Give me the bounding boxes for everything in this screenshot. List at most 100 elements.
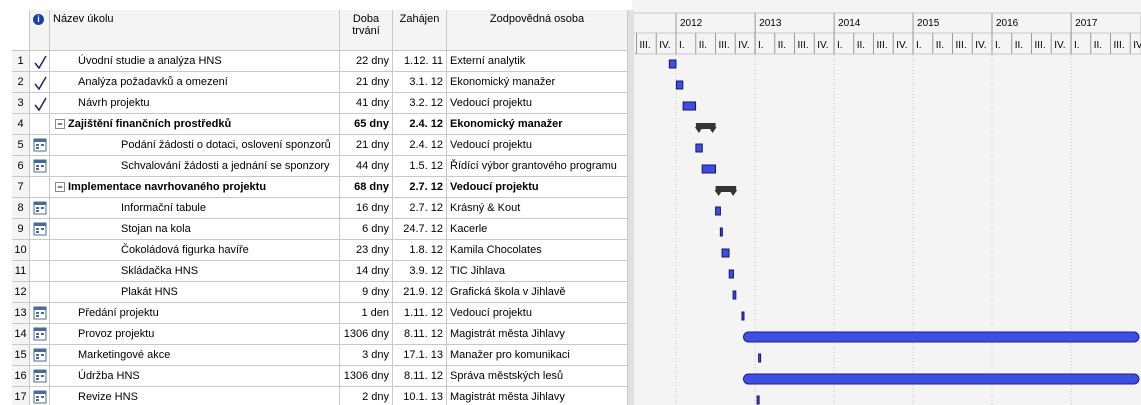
- column-header[interactable]: Název úkolu: [50, 10, 340, 51]
- resource: Grafická škola v Jihlavě: [447, 282, 628, 303]
- duration: 2 dny: [340, 387, 393, 405]
- row-id: 15: [12, 345, 30, 366]
- task-name[interactable]: Skládačka HNS: [50, 261, 340, 282]
- resource: Kacerle: [447, 219, 628, 240]
- task-name[interactable]: Čokoládová figurka havíře: [50, 240, 340, 261]
- task-name[interactable]: Analýza požadavků a omezení: [50, 72, 340, 93]
- duration: 41 dny: [340, 93, 393, 114]
- task-name[interactable]: Úvodní studie a analýza HNS: [50, 51, 340, 72]
- indicator: [30, 135, 50, 156]
- duration: 1306 dny: [340, 324, 393, 345]
- row-id: 7: [12, 177, 30, 198]
- task-name[interactable]: Návrh projektu: [50, 93, 340, 114]
- duration: 6 dny: [340, 219, 393, 240]
- quarter-label: III.: [1114, 40, 1125, 51]
- quarter-label: I.: [758, 40, 764, 51]
- duration: 21 dny: [340, 135, 393, 156]
- task-name[interactable]: Stojan na kola: [50, 219, 340, 240]
- task-name[interactable]: Údržba HNS: [50, 366, 340, 387]
- task-name[interactable]: Předání projektu: [50, 303, 340, 324]
- quarter-label: IV.: [1133, 40, 1141, 51]
- task-name[interactable]: Schvalování žádosti a jednání se sponzor…: [50, 156, 340, 177]
- quarter-label: II.: [778, 40, 786, 51]
- row-id: 1: [12, 51, 30, 72]
- start-date: 1.8. 12: [393, 240, 447, 261]
- gantt-chart: 2012 2013 2014 2015 2016 2017 III. IV. I. II. III.…: [632, 0, 1141, 405]
- start-date: 1.12. 11: [393, 51, 447, 72]
- task-name[interactable]: Revize HNS: [50, 387, 340, 405]
- header-cell: i: [30, 10, 50, 51]
- task-bar: [721, 248, 730, 258]
- task-bar: [719, 227, 723, 237]
- task-bar: [742, 331, 1140, 343]
- summary-end: [714, 190, 738, 196]
- start-date: 8.11. 12: [393, 366, 447, 387]
- column-header[interactable]: Zodpovědná osoba: [447, 10, 628, 51]
- quarter-label: III.: [877, 40, 888, 51]
- column-header[interactable]: Zahájen: [393, 10, 447, 51]
- row-id: 11: [12, 261, 30, 282]
- task-name[interactable]: Zajištění finančních prostředků −: [50, 114, 340, 135]
- duration: 1 den: [340, 303, 393, 324]
- quarter-label: I.: [916, 40, 922, 51]
- start-date: 8.11. 12: [393, 324, 447, 345]
- start-date: 3.9. 12: [393, 261, 447, 282]
- year-label: 2015: [917, 18, 940, 29]
- duration: 23 dny: [340, 240, 393, 261]
- start-date: 3.1. 12: [393, 72, 447, 93]
- task-bar: [741, 311, 745, 321]
- indicator: [30, 93, 50, 114]
- year-label: 2012: [680, 18, 703, 29]
- quarter-label: II.: [857, 40, 865, 51]
- summary-bar: [715, 186, 737, 192]
- year-label: 2016: [996, 18, 1019, 29]
- task-name[interactable]: Provoz projektu: [50, 324, 340, 345]
- task-bar: [742, 373, 1140, 385]
- quarter-label: III.: [1035, 40, 1046, 51]
- task-bar: [758, 353, 762, 363]
- quarter-label: I.: [1074, 40, 1080, 51]
- resource: Vedoucí projektu: [447, 135, 628, 156]
- duration: 1306 dny: [340, 366, 393, 387]
- task-bar: [682, 101, 697, 111]
- start-date: 2.7. 12: [393, 198, 447, 219]
- task-name[interactable]: Implementace navrhovaného projektu −: [50, 177, 340, 198]
- indicator: [30, 387, 50, 405]
- quarter-label: I.: [679, 40, 685, 51]
- column-header[interactable]: Doba trvání: [340, 10, 393, 51]
- task-bar: [668, 59, 677, 69]
- task-bar: [728, 269, 734, 279]
- resource: Kamila Chocolates: [447, 240, 628, 261]
- year-label: 2017: [1075, 18, 1098, 29]
- task-name[interactable]: Podání žádosti o dotaci, oslovení sponzo…: [50, 135, 340, 156]
- row-id: 10: [12, 240, 30, 261]
- start-date: 2.7. 12: [393, 177, 447, 198]
- task-name[interactable]: Plakát HNS: [50, 282, 340, 303]
- quarter-label: IV.: [1054, 40, 1065, 51]
- task-name[interactable]: Marketingové akce: [50, 345, 340, 366]
- row-id: 14: [12, 324, 30, 345]
- indicator: [30, 240, 50, 261]
- resource: Magistrát města Jihlavy: [447, 387, 628, 405]
- row-id: 3: [12, 93, 30, 114]
- quarter-label: IV.: [738, 40, 749, 51]
- quarter-label: II.: [1094, 40, 1102, 51]
- row-id: 9: [12, 219, 30, 240]
- start-date: 21.9. 12: [393, 282, 447, 303]
- row-id: 16: [12, 366, 30, 387]
- task-name[interactable]: Informační tabule: [50, 198, 340, 219]
- duration: 68 dny: [340, 177, 393, 198]
- indicator: [30, 324, 50, 345]
- task-bar: [701, 164, 716, 174]
- quarter-label: II.: [1015, 40, 1023, 51]
- resource: Krásný & Kout: [447, 198, 628, 219]
- row-id: 5: [12, 135, 30, 156]
- resource: Vedoucí projektu: [447, 93, 628, 114]
- resource: Ekonomický manažer: [447, 114, 628, 135]
- resource: Magistrát města Jihlavy: [447, 324, 628, 345]
- row-id: 2: [12, 72, 30, 93]
- row-id: 8: [12, 198, 30, 219]
- duration: 14 dny: [340, 261, 393, 282]
- duration: 9 dny: [340, 282, 393, 303]
- duration: 44 dny: [340, 156, 393, 177]
